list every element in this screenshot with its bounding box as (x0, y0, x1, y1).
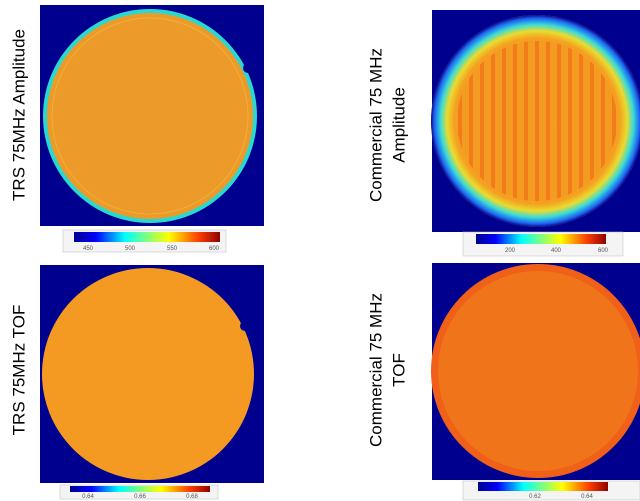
panel-label: Commercial 75 MHz (366, 293, 385, 447)
panel-trs-tof: 0.64 0.66 0.68 TRS 75MHz TOF (9, 265, 264, 500)
colorbar-tick: 0.64 (581, 494, 593, 500)
panel-label: TRS 75MHz Amplitude (9, 29, 28, 201)
colorbar-tick: 550 (167, 246, 178, 252)
panel-commercial-tof: 0.62 0.64 Commercial 75 MHz TOF (366, 263, 640, 500)
colorbar-tick: 400 (551, 248, 562, 254)
colorbar-tick: 200 (505, 248, 516, 254)
image-disk (42, 268, 254, 480)
panel-label: Amplitude (389, 87, 408, 163)
panel-label: TRS 75MHz TOF (9, 305, 28, 436)
colorbar-tick: 0.68 (186, 494, 198, 500)
colorbar-tick: 500 (125, 246, 136, 252)
colorbar-tick: 0.62 (529, 494, 541, 500)
colorbar-tick: 600 (598, 248, 609, 254)
panel-label: TOF (389, 353, 408, 387)
colorbar-tick: 450 (83, 246, 94, 252)
panel-trs-amplitude: 450 500 550 600 TRS 75MHz Amplitude (9, 5, 264, 252)
colorbar-tick: 0.64 (82, 494, 94, 500)
panel-label: Commercial 75 MHz (366, 48, 385, 202)
figure: 450 500 550 600 TRS 75MHz Amplitude 200 … (0, 0, 640, 501)
colorbar-tick: 0.66 (134, 494, 146, 500)
colorbar-tick: 600 (209, 246, 220, 252)
image-disk (47, 13, 253, 219)
panel-commercial-amplitude: 200 400 600 Commercial 75 MHz Amplitude (366, 10, 640, 256)
